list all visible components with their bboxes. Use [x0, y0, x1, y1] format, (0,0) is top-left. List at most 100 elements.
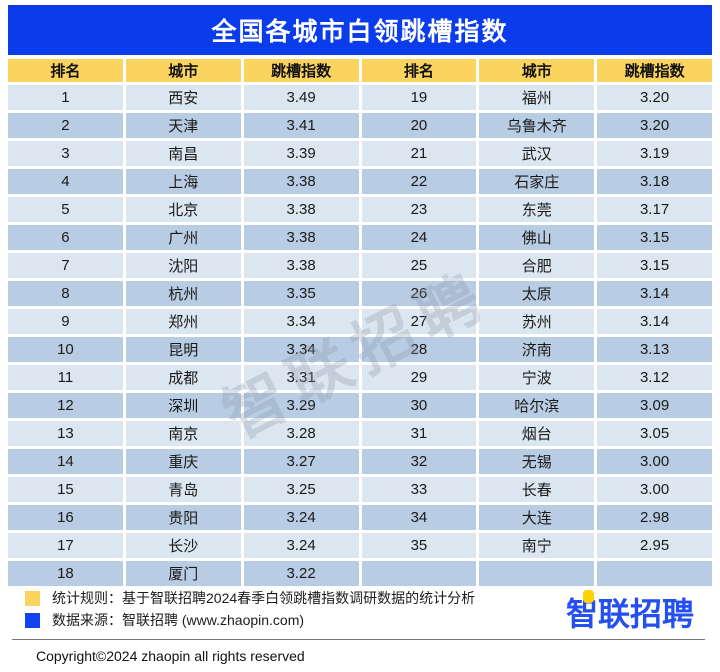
table-cell: 广州: [125, 225, 241, 250]
column-header: 跳槽指数: [597, 59, 712, 82]
table-cell: 昆明: [125, 337, 241, 362]
table-cell: 3.14: [597, 281, 712, 306]
table-cell: 3.00: [597, 477, 712, 502]
table-cell: 南京: [125, 421, 241, 446]
table-cell: 3.19: [597, 141, 712, 166]
table-cell: 无锡: [479, 449, 595, 474]
table-cell: 10: [8, 337, 123, 362]
table-cell: 长春: [479, 477, 595, 502]
table-cell: 14: [8, 449, 123, 474]
table-cell: 3.34: [243, 309, 359, 334]
table-cell: 成都: [125, 365, 241, 390]
table-cell: 3.25: [243, 477, 359, 502]
table-cell: 6: [8, 225, 123, 250]
table-cell: 3.38: [243, 225, 359, 250]
table-cell: 19: [361, 85, 477, 110]
table-cell: 3.22: [243, 561, 359, 586]
table-cell: 2.98: [597, 505, 712, 530]
table-cell: 20: [361, 113, 477, 138]
table-cell: 17: [8, 533, 123, 558]
table-cell: 3.17: [597, 197, 712, 222]
table-cell: 5: [8, 197, 123, 222]
table-cell: 3.38: [243, 197, 359, 222]
table-cell: 28: [361, 337, 477, 362]
blue-swatch-icon: [25, 612, 40, 628]
table-cell: 3.18: [597, 169, 712, 194]
table-cell: 15: [8, 477, 123, 502]
table-cell: 31: [361, 421, 477, 446]
table-cell: 3.27: [243, 449, 359, 474]
legend-item-rule: 统计规则：基于智联招聘2024春季白领跳槽指数调研数据的统计分析: [25, 590, 475, 606]
table-cell: 23: [361, 197, 477, 222]
table-cell: 3.00: [597, 449, 712, 474]
table-cell: 3.15: [597, 253, 712, 278]
table-cell: 合肥: [479, 253, 595, 278]
table-cell: 济南: [479, 337, 595, 362]
table-cell: 13: [8, 421, 123, 446]
table-cell: 12: [8, 393, 123, 418]
table-cell: 18: [8, 561, 123, 586]
table-cell: 3.09: [597, 393, 712, 418]
column-header: 城市: [125, 59, 241, 82]
table-cell: 32: [361, 449, 477, 474]
table-cell: 3.12: [597, 365, 712, 390]
table-cell: 1: [8, 85, 123, 110]
table-cell: 2: [8, 113, 123, 138]
table-cell: [597, 561, 712, 586]
table-cell: 25: [361, 253, 477, 278]
table-cell: [479, 561, 595, 586]
table-cell: 长沙: [125, 533, 241, 558]
table-cell: 27: [361, 309, 477, 334]
table-cell: 重庆: [125, 449, 241, 474]
table-cell: 16: [8, 505, 123, 530]
table-cell: 8: [8, 281, 123, 306]
table-cell: 3.05: [597, 421, 712, 446]
table-cell: 哈尔滨: [479, 393, 595, 418]
table-cell: 33: [361, 477, 477, 502]
table-cell: 南宁: [479, 533, 595, 558]
copyright-text: Copyright©2024 zhaopin all rights reserv…: [36, 648, 305, 664]
table-cell: 30: [361, 393, 477, 418]
page-title: 全国各城市白领跳槽指数: [8, 5, 712, 55]
table-cell: 福州: [479, 85, 595, 110]
legend-item-source: 数据来源：智联招聘 (www.zhaopin.com): [25, 612, 475, 628]
table-cell: 佛山: [479, 225, 595, 250]
column-header: 排名: [361, 59, 477, 82]
legend: 统计规则：基于智联招聘2024春季白领跳槽指数调研数据的统计分析 数据来源：智联…: [25, 590, 475, 634]
table-cell: 3.28: [243, 421, 359, 446]
table-cell: 29: [361, 365, 477, 390]
table-cell: 21: [361, 141, 477, 166]
table-cell: 3.20: [597, 113, 712, 138]
table-cell: 4: [8, 169, 123, 194]
table-cell: 上海: [125, 169, 241, 194]
table-cell: 3: [8, 141, 123, 166]
logo-dot-icon: [583, 590, 594, 603]
table-cell: 苏州: [479, 309, 595, 334]
table-cell: 郑州: [125, 309, 241, 334]
table-cell: 东莞: [479, 197, 595, 222]
table-cell: 3.31: [243, 365, 359, 390]
legend-text-source: 数据来源：智联招聘 (www.zhaopin.com): [52, 612, 305, 628]
table-cell: 7: [8, 253, 123, 278]
table-cell: 3.49: [243, 85, 359, 110]
table-cell: 34: [361, 505, 477, 530]
table-cell: 3.41: [243, 113, 359, 138]
table-cell: 贵阳: [125, 505, 241, 530]
table-cell: [361, 561, 477, 586]
table-cell: 3.24: [243, 505, 359, 530]
index-table: 排名 城市 跳槽指数 排名 城市 跳槽指数 1 西安 3.49 19 福州 3.20 2 天津 3.41 20…: [8, 59, 712, 586]
column-header: 城市: [479, 59, 595, 82]
table-cell: 沈阳: [125, 253, 241, 278]
table-cell: 西安: [125, 85, 241, 110]
table-cell: 9: [8, 309, 123, 334]
table-cell: 22: [361, 169, 477, 194]
table-cell: 3.24: [243, 533, 359, 558]
table-cell: 3.38: [243, 169, 359, 194]
table-cell: 杭州: [125, 281, 241, 306]
table-cell: 厦门: [125, 561, 241, 586]
table-cell: 26: [361, 281, 477, 306]
table-cell: 烟台: [479, 421, 595, 446]
table-cell: 南昌: [125, 141, 241, 166]
table-cell: 3.20: [597, 85, 712, 110]
